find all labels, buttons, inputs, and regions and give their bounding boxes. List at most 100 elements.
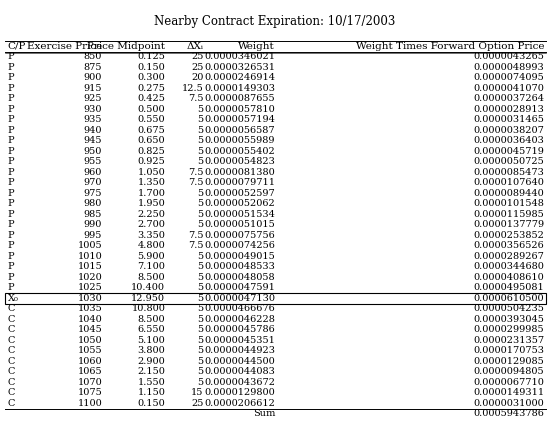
Text: 0.0000044500: 0.0000044500 [204, 357, 275, 366]
Text: 5: 5 [198, 273, 204, 282]
Text: 5: 5 [198, 105, 204, 114]
Text: C/P: C/P [8, 42, 26, 51]
Text: P: P [8, 157, 14, 166]
Text: 0.0000087655: 0.0000087655 [204, 94, 275, 103]
Text: 5: 5 [198, 220, 204, 229]
Text: 0.0000046228: 0.0000046228 [204, 315, 275, 324]
Text: 3.350: 3.350 [137, 231, 165, 240]
Text: 25: 25 [191, 399, 204, 408]
Text: 5: 5 [198, 147, 204, 156]
Text: 0.0000031000: 0.0000031000 [473, 399, 544, 408]
Text: 0.0000107640: 0.0000107640 [473, 178, 544, 187]
Text: 0.0000206612: 0.0000206612 [204, 399, 275, 408]
Text: Nearby Contract Expiration: 10/17/2003: Nearby Contract Expiration: 10/17/2003 [154, 15, 395, 28]
Text: 0.0000149303: 0.0000149303 [204, 84, 275, 93]
Text: 0.0000055989: 0.0000055989 [205, 136, 275, 145]
Text: P: P [8, 147, 14, 156]
Text: 980: 980 [84, 199, 102, 208]
Text: 25: 25 [191, 63, 204, 72]
Text: 5: 5 [198, 315, 204, 324]
Text: 0.0000028913: 0.0000028913 [473, 105, 544, 114]
Text: C: C [8, 336, 15, 345]
Text: P: P [8, 210, 14, 219]
Text: 8.500: 8.500 [138, 273, 165, 282]
Text: 7.100: 7.100 [137, 262, 165, 271]
Text: 915: 915 [83, 84, 102, 93]
Text: 0.0000067710: 0.0000067710 [473, 378, 544, 387]
Text: 0.0000129800: 0.0000129800 [204, 388, 275, 397]
Text: Exercise Price: Exercise Price [27, 42, 102, 51]
Text: 0.0000346021: 0.0000346021 [204, 52, 275, 61]
Text: C: C [8, 346, 15, 355]
Text: 0.0000246914: 0.0000246914 [204, 73, 275, 82]
Text: 0.425: 0.425 [137, 94, 165, 103]
Text: 25: 25 [191, 52, 204, 61]
Text: 0.0000408610: 0.0000408610 [473, 273, 544, 282]
Text: 985: 985 [84, 210, 102, 219]
Text: 1.950: 1.950 [137, 199, 165, 208]
Text: 0.0000081380: 0.0000081380 [204, 168, 275, 177]
Text: 1005: 1005 [77, 241, 102, 250]
Text: 5: 5 [198, 294, 204, 303]
Text: 0.0000094805: 0.0000094805 [473, 367, 544, 376]
Text: 0.150: 0.150 [137, 399, 165, 408]
Text: 2.250: 2.250 [137, 210, 165, 219]
Text: 5: 5 [198, 157, 204, 166]
Text: 0.0000047130: 0.0000047130 [204, 294, 275, 303]
Text: 15: 15 [191, 388, 204, 397]
Text: 0.0000036403: 0.0000036403 [473, 136, 544, 145]
Text: 975: 975 [83, 189, 102, 198]
Text: 930: 930 [83, 105, 102, 114]
Text: 0.0000052597: 0.0000052597 [204, 189, 275, 198]
Text: 2.150: 2.150 [137, 367, 165, 376]
Text: 1.700: 1.700 [137, 189, 165, 198]
Text: 1.350: 1.350 [137, 178, 165, 187]
Text: 1060: 1060 [77, 357, 102, 366]
Text: C: C [8, 315, 15, 324]
Text: 0.0000050725: 0.0000050725 [473, 157, 544, 166]
Text: 4.800: 4.800 [137, 241, 165, 250]
Text: 2.700: 2.700 [137, 220, 165, 229]
Text: 0.0000504235: 0.0000504235 [473, 304, 544, 313]
Text: 5: 5 [198, 199, 204, 208]
Text: P: P [8, 283, 14, 292]
Text: 5: 5 [198, 136, 204, 145]
Text: P: P [8, 52, 14, 61]
Text: C: C [8, 378, 15, 387]
Text: 1.550: 1.550 [137, 378, 165, 387]
Text: C: C [8, 325, 15, 334]
Text: C: C [8, 388, 15, 397]
Text: 0.0000045351: 0.0000045351 [204, 336, 275, 345]
Text: 5: 5 [198, 126, 204, 135]
Text: Sum: Sum [253, 409, 275, 418]
Text: 0.0000289267: 0.0000289267 [473, 252, 544, 261]
Text: 0.0000344680: 0.0000344680 [473, 262, 544, 271]
Text: 0.0000043672: 0.0000043672 [204, 378, 275, 387]
Text: 0.0000610500: 0.0000610500 [473, 294, 544, 303]
Text: 5: 5 [198, 367, 204, 376]
Text: 0.0000047591: 0.0000047591 [204, 283, 275, 292]
Text: P: P [8, 136, 14, 145]
Text: 0.0000075756: 0.0000075756 [204, 231, 275, 240]
Text: 0.0000048533: 0.0000048533 [204, 262, 275, 271]
Text: P: P [8, 84, 14, 93]
Text: 935: 935 [83, 115, 102, 124]
Text: 0.0000044923: 0.0000044923 [204, 346, 275, 355]
Text: P: P [8, 126, 14, 135]
Text: P: P [8, 94, 14, 103]
Text: 0.0000043265: 0.0000043265 [473, 52, 544, 61]
Text: 1025: 1025 [77, 283, 102, 292]
Text: P: P [8, 231, 14, 240]
Text: 0.0000057194: 0.0000057194 [204, 115, 275, 124]
Text: 0.0000495081: 0.0000495081 [473, 283, 544, 292]
Text: 0.500: 0.500 [138, 105, 165, 114]
Text: 0.0000085473: 0.0000085473 [473, 168, 544, 177]
Text: 7.5: 7.5 [188, 178, 204, 187]
Text: 0.0000031465: 0.0000031465 [473, 115, 544, 124]
Text: 960: 960 [84, 168, 102, 177]
Text: 0.0000231357: 0.0000231357 [473, 336, 544, 345]
Text: 0.0000466676: 0.0000466676 [204, 304, 275, 313]
Text: 5: 5 [198, 336, 204, 345]
Text: P: P [8, 189, 14, 198]
Text: 5: 5 [198, 252, 204, 261]
